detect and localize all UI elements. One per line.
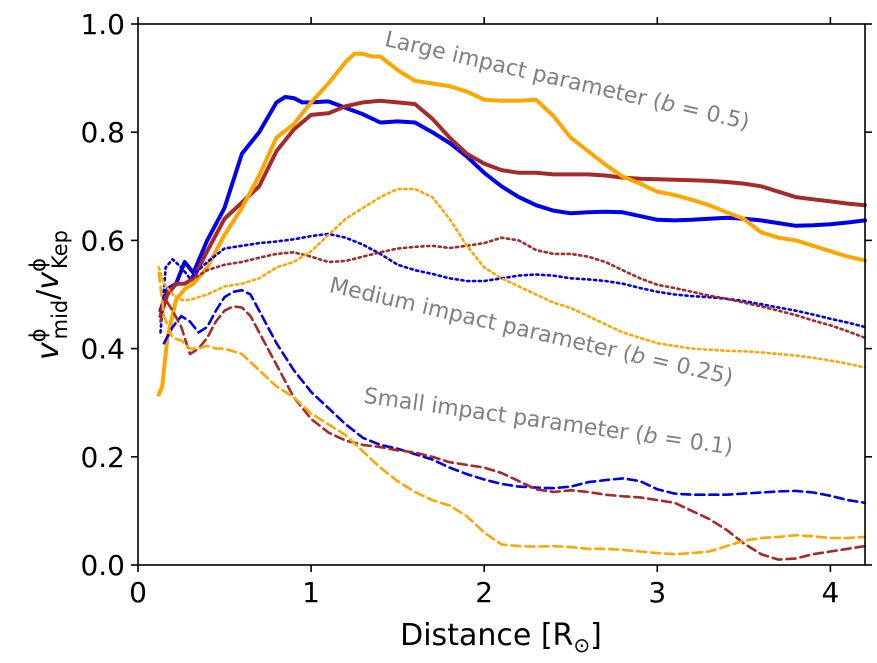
series-orange-dotted xyxy=(157,187,867,369)
plot-frame xyxy=(137,23,866,566)
annotation-large: Large impact parameter (b = 0.5) xyxy=(382,27,751,135)
y-tick-label: 0.4 xyxy=(80,333,125,366)
y-tick-label: 0.2 xyxy=(80,441,125,474)
x-axis-label: Distance [R⊙] xyxy=(400,618,602,657)
x-tick-label: 0 xyxy=(129,576,147,609)
series-brown-dashed xyxy=(159,298,867,561)
series-layer xyxy=(156,51,867,561)
ticks-layer: 0 1 2 3 4 0.0 0.2 0.4 0.6 0.8 1.0 xyxy=(80,8,872,609)
y-tick-label: 1.0 xyxy=(80,8,125,41)
x-tick-label: 4 xyxy=(821,576,839,609)
y-axis-label: vϕmid/vϕKep xyxy=(26,230,72,360)
y-tick-label: 0.0 xyxy=(80,549,125,582)
series-orange-solid xyxy=(156,51,867,397)
y-tick-label: 0.6 xyxy=(80,224,125,257)
x-tick-label: 1 xyxy=(302,576,320,609)
series-brown-dotted xyxy=(159,236,867,340)
y-tick-label: 0.8 xyxy=(80,116,125,149)
series-blue-dashed xyxy=(162,288,867,505)
series-blue-solid xyxy=(158,95,867,313)
series-orange-dashed xyxy=(157,271,867,556)
annotation-layer: Large impact parameter (b = 0.5)Medium i… xyxy=(327,27,752,460)
x-tick-label: 2 xyxy=(475,576,493,609)
annotation-small: Small impact parameter (b = 0.1) xyxy=(362,384,734,461)
x-tick-label: 3 xyxy=(648,576,666,609)
series-blue-dotted xyxy=(159,232,867,334)
